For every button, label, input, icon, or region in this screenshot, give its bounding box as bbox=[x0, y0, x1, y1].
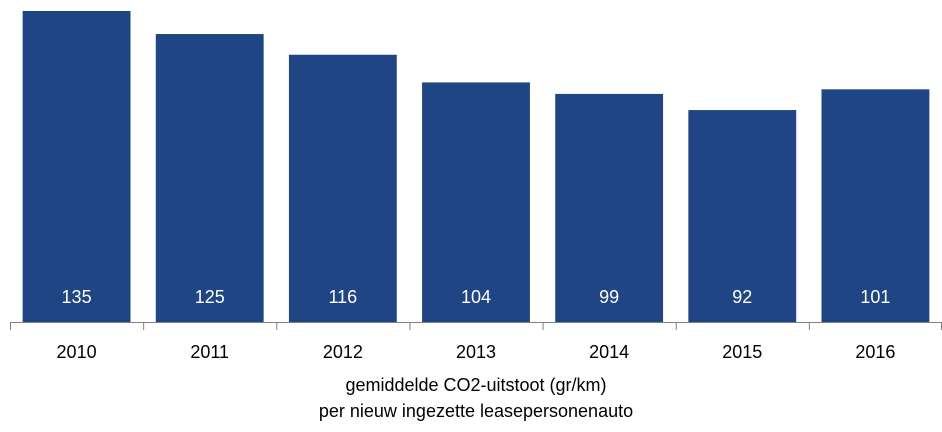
x-axis-label: gemiddelde CO2-uitstoot (gr/km) bbox=[345, 375, 606, 395]
x-tick-label: 2010 bbox=[57, 342, 97, 362]
value-label: 92 bbox=[732, 287, 752, 307]
value-label: 101 bbox=[860, 287, 890, 307]
bar bbox=[155, 34, 264, 322]
x-axis-label: per nieuw ingezette leasepersonenauto bbox=[319, 401, 633, 421]
x-tick-label: 2012 bbox=[323, 342, 363, 362]
value-label: 104 bbox=[461, 287, 491, 307]
x-tick-label: 2013 bbox=[456, 342, 496, 362]
x-tick-label: 2011 bbox=[190, 342, 229, 362]
bar bbox=[288, 54, 397, 322]
bar bbox=[555, 93, 664, 322]
value-label: 125 bbox=[195, 287, 225, 307]
bar bbox=[821, 89, 930, 322]
bar bbox=[688, 110, 797, 322]
x-tick-label: 2015 bbox=[722, 342, 762, 362]
bar bbox=[422, 82, 530, 322]
value-label: 135 bbox=[62, 287, 92, 307]
x-tick-label: 2016 bbox=[855, 342, 895, 362]
value-label: 116 bbox=[329, 287, 358, 307]
x-tick-label: 2014 bbox=[589, 342, 629, 362]
bar bbox=[22, 11, 131, 322]
value-label: 99 bbox=[599, 287, 619, 307]
